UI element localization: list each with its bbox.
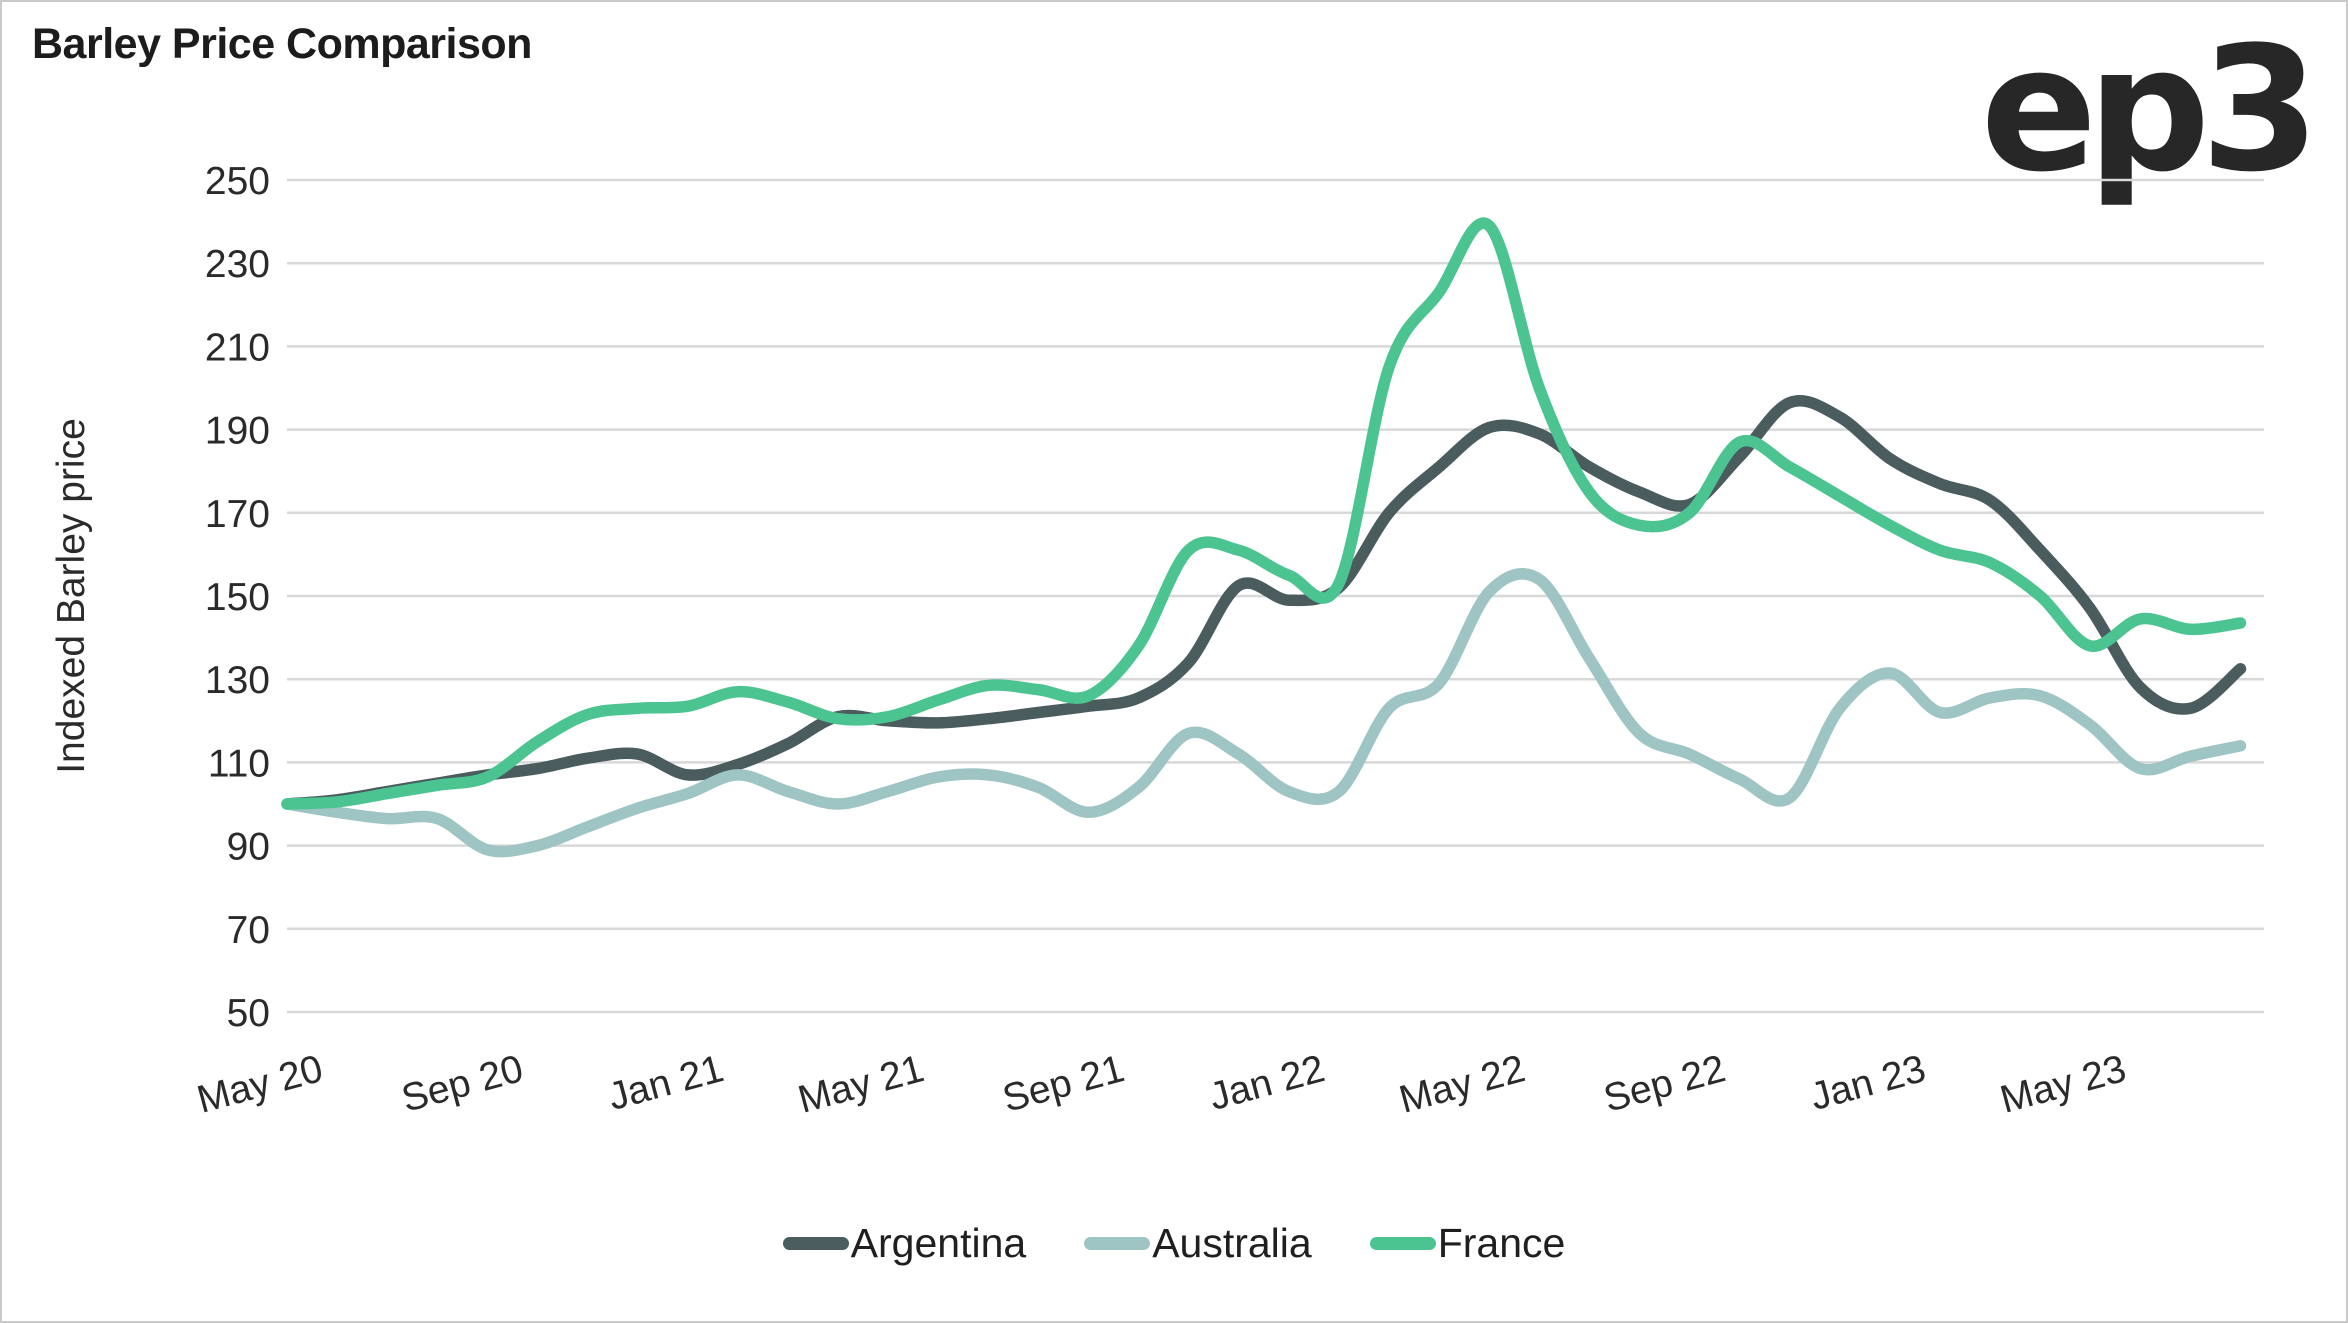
x-tick-label: Sep 22 <box>1599 1047 1730 1121</box>
x-tick-label: Sep 21 <box>998 1047 1129 1121</box>
y-tick-label: 170 <box>205 493 270 536</box>
x-tick-label: May 23 <box>1996 1047 2131 1122</box>
chart-legend: Argentina Australia France <box>2 1220 2346 1267</box>
y-tick-label: 110 <box>208 742 270 785</box>
y-tick-label: 130 <box>205 659 270 702</box>
y-tick-label: 70 <box>227 909 270 952</box>
y-tick-label: 90 <box>227 826 270 869</box>
legend-swatch-france <box>1369 1237 1436 1250</box>
y-axis-title: Indexed Barley price <box>50 418 93 774</box>
legend-item-argentina: Argentina <box>782 1220 1027 1267</box>
chart-title: Barley Price Comparison <box>32 20 532 68</box>
chart-line-australia <box>281 568 2247 858</box>
x-tick-label: Sep 20 <box>397 1047 528 1121</box>
x-tick-label: Jan 23 <box>1806 1047 1930 1119</box>
legend-label: Australia <box>1152 1220 1312 1266</box>
x-tick-label: Jan 21 <box>604 1047 728 1119</box>
y-tick-label: 230 <box>205 243 270 286</box>
x-tick-label: May 21 <box>794 1047 929 1122</box>
legend-item-france: France <box>1369 1220 1566 1267</box>
y-tick-label: 250 <box>205 160 270 203</box>
chart-line-argentina <box>281 395 2247 810</box>
y-tick-label: 210 <box>205 326 270 369</box>
legend-label: Argentina <box>850 1220 1027 1266</box>
y-tick-label: 150 <box>205 576 270 619</box>
legend-swatch-australia <box>1084 1237 1151 1250</box>
x-tick-label: May 20 <box>193 1047 328 1122</box>
chart-line-france <box>281 217 2247 810</box>
y-tick-label: 190 <box>205 410 270 453</box>
y-tick-label: 50 <box>227 992 270 1035</box>
x-tick-label: Jan 22 <box>1205 1047 1329 1119</box>
ep3-logo: ep3 <box>1980 9 2320 210</box>
legend-swatch-argentina <box>782 1237 849 1250</box>
x-tick-label: May 22 <box>1395 1047 1530 1122</box>
legend-item-australia: Australia <box>1084 1220 1312 1267</box>
legend-label: France <box>1437 1220 1566 1266</box>
